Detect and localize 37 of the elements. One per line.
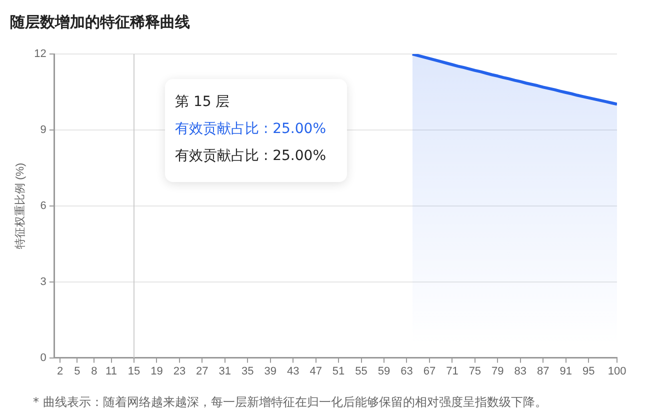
x-tick-label: 11 [106,365,117,378]
y-axis-title: 特征权重比例 (%) [14,162,27,249]
x-tick-label: 2 [57,365,64,378]
y-tick-label: 12 [34,48,46,60]
x-tick-label: 87 [537,365,550,378]
x-tick-label: 43 [286,365,300,378]
x-tick-label: 59 [378,365,390,378]
chart-title: 随层数增加的特征稀释曲线 [10,12,190,31]
x-tick-label: 83 [514,365,527,378]
x-tick-label: 67 [423,365,436,378]
x-tick-label: 55 [355,365,368,378]
x-tick-label: 19 [150,365,163,378]
x-tick-label: 75 [468,365,482,378]
x-tick-label: 100 [608,365,626,378]
y-tick-label: 9 [40,124,46,136]
x-tick-label: 95 [582,365,595,378]
text: * 曲线表示：随着网络越来越深，每一层新增特征在归一化后能够保留的相对强度呈指数级下降。 [33,394,547,411]
x-tick-label: 27 [196,365,208,378]
x-tick-label: 79 [492,365,504,378]
x-tick-label: 39 [264,365,276,378]
x-tick-label: 91 [560,365,572,378]
x-tick-label: 51 [332,365,345,378]
x-tick-label: 23 [173,365,186,378]
y-tick-label: 3 [40,276,46,288]
x-tick-label: 5 [74,365,80,378]
y-tick-label: 6 [40,200,46,212]
x-tick-label: 8 [91,365,98,378]
x-tick-label: 47 [310,365,322,378]
x-tick-label: 63 [400,365,413,378]
annotation: 有效贡献占比 : 25.00% [175,120,327,138]
y-tick-label: 0 [40,352,46,364]
x-tick-label: 31 [218,365,232,378]
x-tick-label: 15 [128,365,140,378]
annotation: 第 15 层 [175,93,231,111]
x-tick-label: 71 [446,365,458,378]
annotation: 有效贡献占比 : 25.00% [175,147,327,165]
x-tick-label: 35 [242,365,254,378]
